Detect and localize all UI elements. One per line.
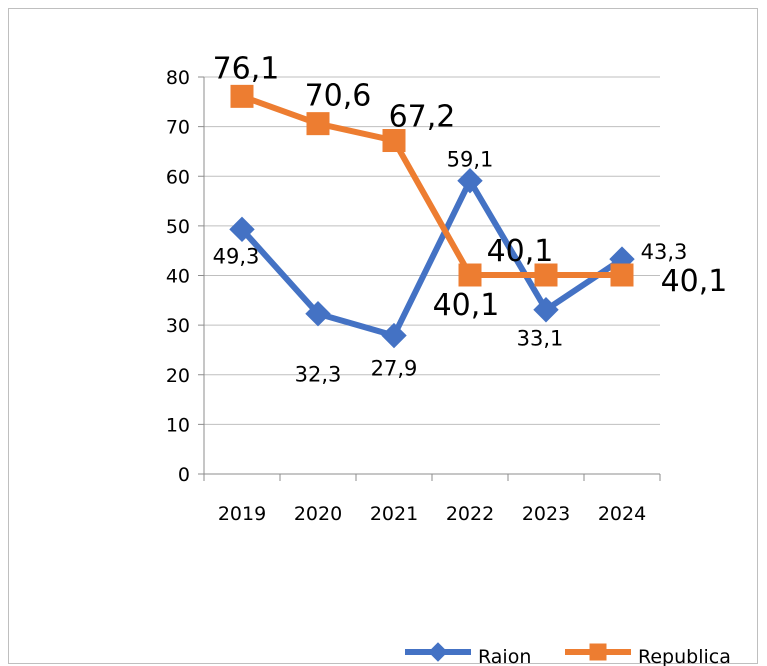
data-point (381, 322, 407, 349)
data-point (610, 263, 634, 287)
data-label: 49,3 (213, 244, 260, 268)
data-point (458, 263, 482, 287)
x-tick-label: 2019 (218, 503, 266, 525)
axes (198, 76, 661, 481)
y-tick-label: 50 (166, 216, 190, 238)
series-markers (229, 84, 635, 349)
data-label: 32,3 (295, 363, 342, 387)
y-tick-label: 70 (166, 117, 190, 139)
legend-label: Raion (478, 646, 531, 666)
y-tick-label: 30 (166, 315, 190, 337)
data-label: 40,1 (433, 288, 500, 323)
legend-marker (428, 642, 448, 662)
data-point (306, 112, 330, 136)
x-tick-labels: 2019 2020 2021 2022 2023 2024 (218, 503, 646, 525)
x-tick-label: 2023 (522, 503, 570, 525)
y-tick-label: 80 (166, 67, 190, 89)
x-tick-label: 2024 (598, 503, 646, 525)
series-line-republica (239, 93, 625, 279)
data-point (229, 216, 255, 243)
data-label: 70,6 (305, 79, 372, 114)
data-point (382, 129, 406, 153)
data-point (534, 263, 558, 287)
data-label: 40,1 (661, 264, 728, 299)
series-lines (239, 93, 625, 339)
data-point (457, 168, 483, 194)
y-tick-label: 10 (166, 414, 190, 436)
data-label: 43,3 (641, 240, 688, 264)
gridlines (204, 76, 660, 425)
legend: Raion Republica (405, 642, 731, 666)
data-label: 33,1 (517, 327, 564, 351)
x-tick-label: 2022 (446, 503, 494, 525)
data-label: 59,1 (447, 148, 494, 172)
x-tick-label: 2020 (294, 503, 342, 525)
y-tick-label: 40 (166, 266, 190, 288)
y-tick-label: 60 (166, 166, 190, 188)
series-line-raion (239, 177, 625, 339)
data-point (230, 84, 254, 108)
y-tick-label: 0 (178, 464, 190, 486)
data-point (533, 297, 559, 323)
data-labels: 49,3 32,3 27,9 59,1 33,1 43,3 76,1 70,6 67,2 40,1… (213, 51, 728, 386)
legend-marker (589, 643, 607, 661)
y-tick-labels: 0 10 20 30 40 50 60 70 80 (166, 67, 190, 486)
x-tick-label: 2021 (370, 503, 418, 525)
data-label: 40,1 (487, 234, 554, 269)
legend-label: Republica (638, 646, 731, 666)
data-point (305, 301, 331, 327)
data-label: 76,1 (213, 51, 280, 86)
y-tick-label: 20 (166, 365, 190, 387)
data-label: 27,9 (371, 357, 418, 381)
data-label: 67,2 (389, 100, 456, 135)
